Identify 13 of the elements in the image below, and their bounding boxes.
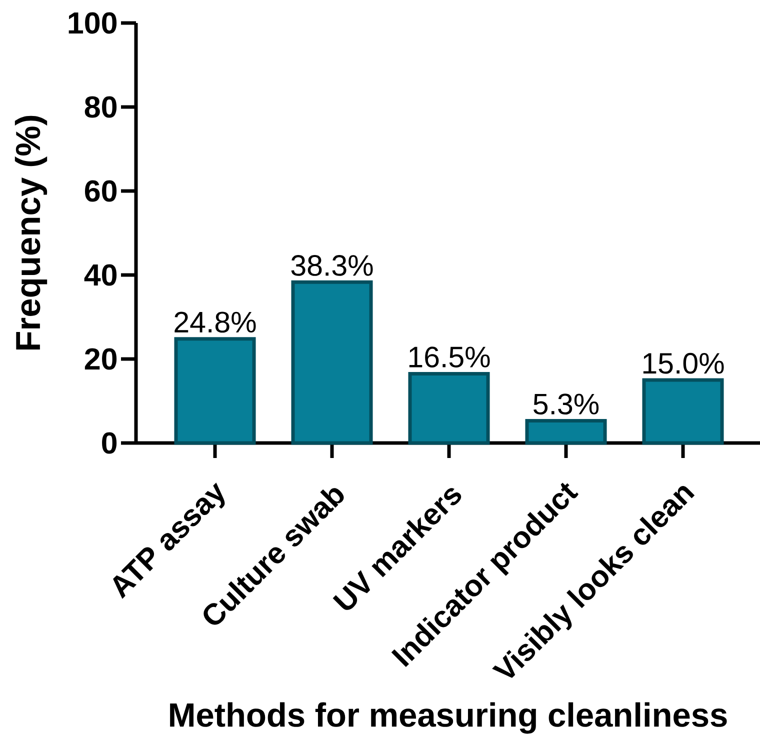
y-tick-label: 60 — [84, 180, 117, 202]
data-label: 5.3% — [534, 394, 599, 415]
data-label: 16.5% — [409, 346, 490, 368]
y-tick-label: 80 — [84, 96, 117, 118]
data-label: 38.3% — [291, 255, 373, 276]
y-tick-label: 40 — [84, 264, 117, 286]
data-label: 24.8% — [174, 312, 256, 333]
y-tick-label: 100 — [68, 12, 117, 34]
x-axis-title: Methods for measuring cleanliness — [170, 702, 727, 734]
data-label: 15.0% — [643, 352, 724, 374]
y-tick-label: 0 — [102, 432, 117, 454]
y-tick-label: 20 — [84, 348, 117, 370]
y-axis-title: Frequency (%) — [14, 116, 48, 350]
